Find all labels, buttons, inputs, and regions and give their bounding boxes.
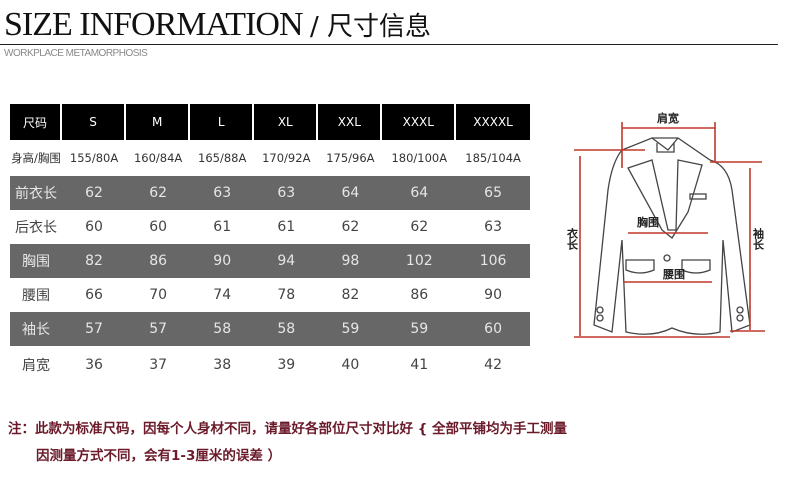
table-cell: 160/84A [133,151,183,165]
table-cell: 155/80A [69,151,119,165]
table-header: 尺码 S M L XL XXL XXXL XXXXL [10,104,530,140]
table-cell: 74 [213,287,232,303]
table-cell: 62 [126,176,191,210]
row-label: 肩宽 [22,358,50,374]
jacket-outline [593,137,751,335]
column-header: S [62,104,127,140]
row-label: 袖长 [10,312,62,346]
table-cell: 62 [341,219,360,235]
table-cell: 165/88A [198,151,247,165]
table-cell: 63 [254,176,319,210]
column-header: XL [254,104,319,140]
table-cell: 86 [126,244,191,278]
table-row: 肩宽 36 37 38 39 40 41 42 [10,346,530,384]
table-row: 腰围 66 70 74 78 82 86 90 [10,278,530,312]
title-divider [0,44,778,45]
column-header: XXL [318,104,383,140]
table-cell: 106 [456,244,530,278]
table-cell: 39 [277,357,296,373]
table-cell: 62 [62,176,127,210]
table-cell: 37 [149,357,168,373]
table-cell: 90 [190,244,255,278]
table-cell: 78 [277,287,296,303]
page-title: SIZE INFORMATION / 尺寸信息 [4,6,432,43]
table-cell: 58 [190,312,255,346]
measurement-note: 注：此款为标准尺码，因每个人身材不同，请量好各部位尺寸对比好 { 全部平铺均为手… [8,421,568,464]
table-cell: 58 [254,312,319,346]
column-header: 尺码 [10,104,62,140]
table-cell: 60 [85,219,103,235]
table-cell: 60 [456,312,530,346]
table-cell: 94 [254,244,319,278]
measure-lines [574,122,765,338]
jacket-diagram: 肩宽 胸围 腰围 衣长 袖长 [566,111,765,338]
table-cell: 59 [382,312,457,346]
table-cell: 61 [277,219,296,235]
table-cell: 90 [484,287,502,303]
waist-label: 腰围 [662,268,685,281]
table-row: 袖长 57 57 58 58 59 59 60 [10,312,530,346]
row-label: 后衣长 [15,220,57,236]
table-cell: 65 [456,176,530,210]
table-cell: 57 [62,312,127,346]
table-cell: 82 [341,287,360,303]
table-cell: 86 [410,287,429,303]
column-header: XXXL [382,104,457,140]
table-cell: 70 [149,287,168,303]
chest-label: 胸围 [637,215,659,229]
table-cell: 64 [318,176,383,210]
table-cell: 57 [126,312,191,346]
table-row: 前衣长 62 62 63 63 64 64 65 [10,176,530,210]
row-label: 身高/胸围 [11,151,61,165]
table-cell: 63 [484,219,502,235]
length-label: 衣长 [566,227,579,251]
table-cell: 64 [382,176,457,210]
table-cell: 41 [410,357,429,373]
shoulder-label: 肩宽 [657,111,679,125]
subtitle: WORKPLACE METAMORPHOSIS [4,48,148,59]
table-cell: 175/96A [326,151,375,165]
size-table: 尺码 S M L XL XXL XXXL XXXXL 身高/胸围 155/80A 160/84A 16… [10,104,530,384]
table-cell: 170/92A [262,151,311,165]
table-cell: 102 [382,244,457,278]
row-label: 前衣长 [10,176,62,210]
table-cell: 185/104A [465,151,521,165]
table-row: 胸围 82 86 90 94 98 102 106 [10,244,530,278]
column-header: XXXXL [456,104,530,140]
sleeve-label: 袖长 [752,227,765,251]
table-cell: 40 [341,357,360,373]
row-label: 胸围 [10,244,62,278]
table-row: 后衣长 60 60 61 61 62 62 63 [10,210,530,244]
table-cell: 61 [213,219,232,235]
table-cell: 42 [484,357,502,373]
table-cell: 180/100A [391,151,448,165]
table-cell: 36 [85,357,103,373]
table-cell: 66 [85,287,103,303]
column-header: M [126,104,191,140]
table-row: 身高/胸围 155/80A 160/84A 165/88A 170/92A 175/96A… [10,140,530,176]
table-cell: 60 [149,219,168,235]
table-cell: 82 [62,244,127,278]
table-cell: 38 [213,357,232,373]
table-cell: 62 [410,219,429,235]
table-cell: 98 [318,244,383,278]
table-cell: 59 [318,312,383,346]
row-label: 腰围 [22,288,50,304]
column-header: L [190,104,255,140]
table-cell: 63 [190,176,255,210]
